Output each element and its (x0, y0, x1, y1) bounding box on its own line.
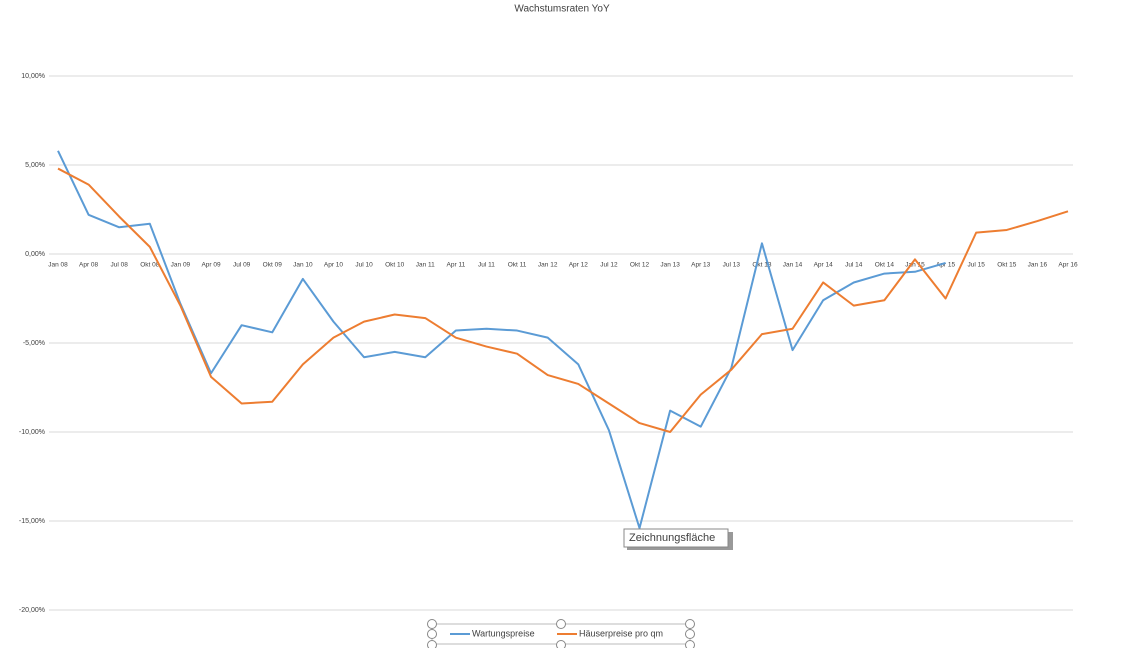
x-tick-label: Jan 10 (293, 262, 313, 269)
x-tick-label: Jan 09 (171, 262, 191, 269)
legend-label: Häuserpreise pro qm (579, 628, 663, 638)
x-tick-label: Apr 09 (201, 262, 221, 269)
x-tick-label: Jan 15 (905, 262, 925, 269)
handle[interactable] (685, 629, 695, 639)
x-tick-label: Okt 12 (630, 262, 650, 269)
x-tick-label: Apr 12 (569, 262, 589, 269)
x-tick-label: Apr 11 (447, 262, 466, 269)
y-tick-label: -10,00% (19, 429, 45, 436)
x-tick-label: Jul 12 (600, 262, 618, 269)
handle[interactable] (685, 619, 695, 629)
y-tick-label: -20,00% (19, 607, 45, 614)
x-tick-label: Jan 11 (416, 262, 435, 269)
x-tick-label: Okt 10 (385, 262, 405, 269)
y-tick-label: -5,00% (23, 340, 45, 347)
series-line (57, 167, 1069, 433)
handle[interactable] (427, 629, 437, 639)
x-tick-label: Apr 10 (324, 262, 344, 269)
y-tick-label: 10,00% (21, 73, 45, 80)
y-tick-label: 5,00% (25, 162, 45, 169)
tooltip-text: Zeichnungsfläche (629, 532, 715, 544)
x-tick-label: Okt 15 (997, 262, 1017, 269)
x-tick-label: Okt 13 (752, 262, 772, 269)
handle[interactable] (427, 640, 437, 648)
x-tick-label: Jul 09 (233, 262, 251, 269)
x-tick-label: Okt 11 (508, 262, 527, 269)
handle[interactable] (556, 619, 566, 629)
x-tick-label: Jul 13 (723, 262, 741, 269)
x-tick-label: Jul 14 (845, 262, 863, 269)
x-tick-label: Jan 12 (538, 262, 558, 269)
chart-title: Wachstumsraten YoY (514, 4, 610, 15)
handle[interactable] (556, 640, 566, 648)
x-tick-label: Apr 15 (936, 262, 956, 269)
x-tick-label: Jan 16 (1028, 262, 1048, 269)
legend[interactable]: Wartungspreise Häuserpreise pro qm (427, 619, 695, 648)
y-tick-label: 0,00% (25, 251, 45, 258)
x-tick-label: Okt 08 (140, 262, 160, 269)
tooltip-box (623, 528, 729, 548)
tooltip: Zeichnungsfläche (623, 528, 733, 550)
x-tick-label: Apr 16 (1058, 262, 1078, 269)
series-line (57, 150, 946, 530)
x-tick-label: Apr 14 (814, 262, 834, 269)
x-tick-label: Jan 13 (660, 262, 680, 269)
handle[interactable] (427, 619, 437, 629)
x-tick-label: Okt 09 (263, 262, 283, 269)
x-tick-label: Jul 08 (111, 262, 129, 269)
y-tick-label: -15,00% (19, 518, 45, 525)
x-tick-label: Okt 14 (875, 262, 895, 269)
x-tick-label: Jul 10 (355, 262, 373, 269)
x-tick-label: Apr 13 (691, 262, 711, 269)
x-tick-label: Apr 08 (79, 262, 99, 269)
x-tick-label: Jul 11 (478, 262, 495, 269)
x-tick-label: Jul 15 (968, 262, 986, 269)
x-tick-label: Jan 14 (783, 262, 803, 269)
handle[interactable] (685, 640, 695, 648)
legend-label: Wartungspreise (472, 628, 535, 638)
x-tick-label: Jan 08 (48, 262, 68, 269)
plot: -20,00% -15,00% -10,00% -5,00% 0,00% 5,00% 10,… (19, 73, 1078, 614)
